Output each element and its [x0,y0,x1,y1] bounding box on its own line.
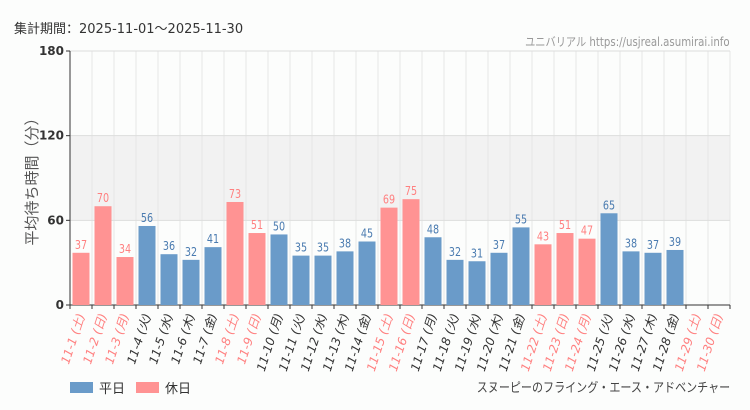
data-label: 39 [669,235,681,249]
bar-11-4 [138,225,156,305]
bar-11-24 [578,238,596,305]
bar-11-10 [270,234,288,305]
y-tick-label: 180 [39,44,64,58]
bar-11-5 [160,254,178,305]
bar-11-27 [644,252,662,305]
data-label: 38 [339,236,351,250]
legend-weekday-swatch [70,382,93,393]
bar-11-19 [468,261,486,305]
bar-11-9 [248,233,266,305]
bar-11-7 [204,247,222,305]
y-tick-label: 60 [47,213,64,227]
bar-11-3 [116,257,134,305]
bar-11-23 [556,233,574,305]
data-label: 37 [75,238,87,252]
bar-11-8 [226,201,244,305]
site-credit: ユニバリアル https://usjreal.asumirai.info [525,35,730,49]
data-label: 34 [119,242,131,256]
y-tick-label: 0 [56,298,64,312]
y-tick-label: 120 [39,129,64,143]
bar-11-11 [292,255,310,305]
data-label: 32 [185,245,197,259]
data-label: 41 [207,232,219,246]
data-label: 35 [295,241,307,255]
bar-11-6 [182,259,200,305]
data-label: 55 [515,212,527,226]
attraction-name: スヌーピーのフライング・エース・アドベンチャー [476,381,730,396]
bar-11-22 [534,244,552,305]
data-label: 35 [317,241,329,255]
data-label: 48 [427,222,439,236]
bar-11-14 [358,241,376,305]
data-label: 50 [273,219,285,233]
bar-11-20 [490,252,508,305]
bar-11-28 [666,249,684,305]
period-label: 集計期間：2025-11-01～2025-11-30 [14,22,244,37]
data-label: 36 [163,239,175,253]
legend-weekday: 平日 [70,378,125,397]
data-label: 70 [97,191,109,205]
bar-11-1 [72,252,90,305]
data-label: 69 [383,193,395,207]
data-label: 37 [647,238,659,252]
bar-11-17 [424,237,442,305]
legend-weekday-label: 平日 [99,382,126,397]
legend-holiday: 休日 [136,378,191,397]
bar-11-13 [336,251,354,305]
legend-holiday-label: 休日 [165,382,192,397]
bar-11-2 [94,206,112,305]
data-label: 56 [141,211,153,225]
data-label: 32 [449,245,461,259]
data-label: 31 [471,246,483,260]
bar-11-26 [622,251,640,305]
data-label: 43 [537,229,549,243]
y-axis-title: 平均待ち時間（分） [23,110,41,245]
data-label: 65 [603,198,615,212]
bar-11-21 [512,227,530,305]
bar-11-16 [402,199,420,305]
bar-11-12 [314,255,332,305]
bar-11-18 [446,259,464,305]
bar-11-15 [380,207,398,305]
legend-holiday-swatch [136,382,159,393]
data-label: 73 [229,187,241,201]
data-label: 37 [493,238,505,252]
data-label: 45 [361,226,373,240]
data-label: 38 [625,236,637,250]
data-label: 47 [581,224,593,238]
data-label: 51 [559,218,571,232]
data-label: 75 [405,184,417,198]
data-label: 51 [251,218,263,232]
bar-11-25 [600,213,618,305]
